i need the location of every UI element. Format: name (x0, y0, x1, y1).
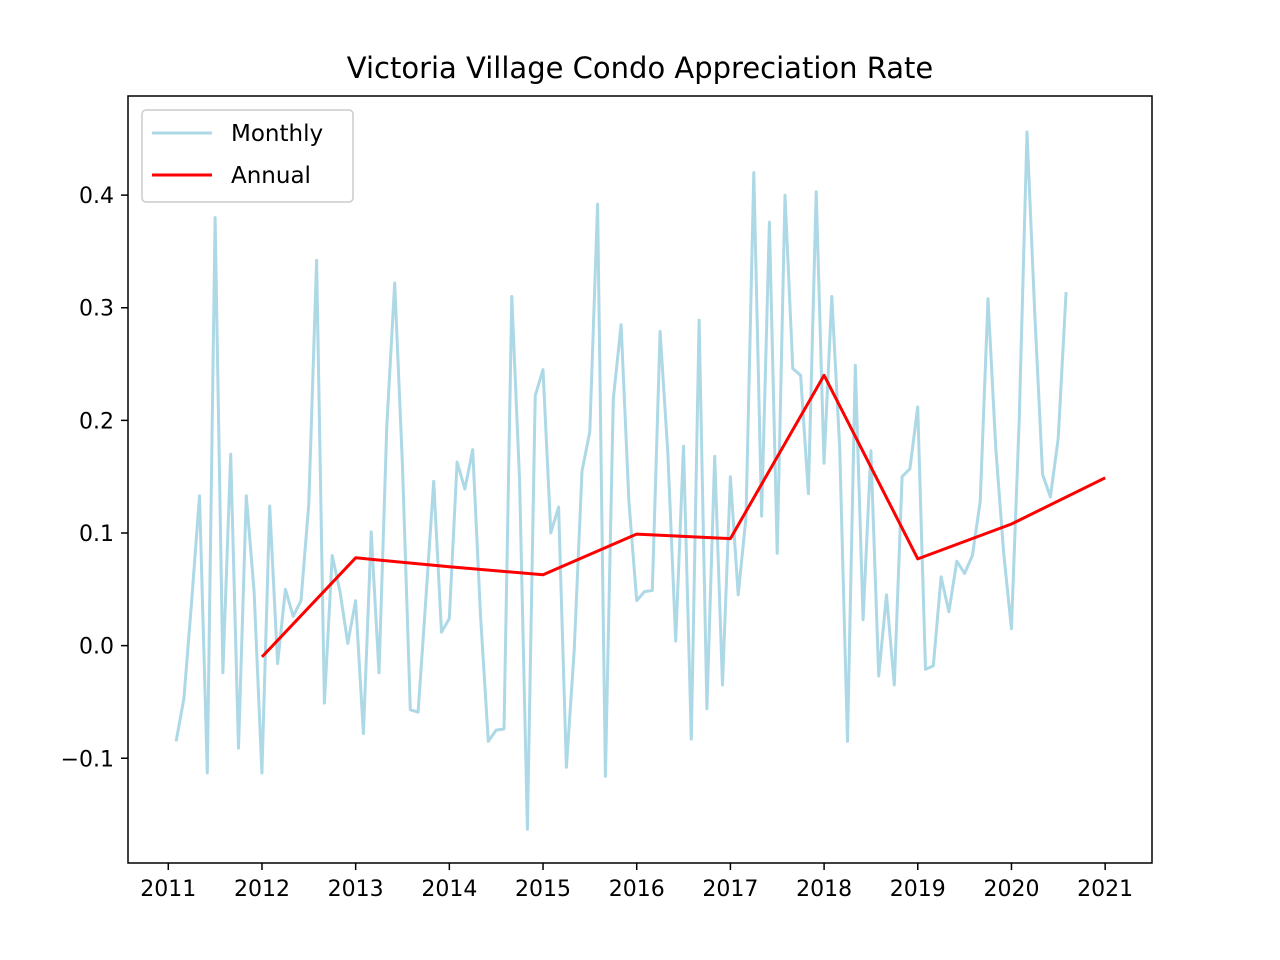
x-tick-label: 2013 (328, 877, 384, 902)
x-tick-label: 2020 (983, 877, 1039, 902)
x-tick-label: 2012 (234, 877, 290, 902)
legend: Monthly Annual (141, 109, 354, 203)
monthly-legend-label: Monthly (231, 121, 323, 147)
annual-legend-label: Annual (231, 163, 311, 189)
y-tick-label: 0.1 (79, 522, 114, 547)
x-tick-label: 2018 (796, 877, 852, 902)
x-axis: 2011 2012 2013 2014 2015 2016 2017 2018 2019 2020… (140, 863, 1133, 902)
x-tick-label: 2019 (890, 877, 946, 902)
y-tick-label: 0.4 (79, 184, 114, 209)
chart-title: Victoria Village Condo Appreciation Rate (347, 51, 933, 85)
x-tick-label: 2016 (609, 877, 665, 902)
plot-frame (127, 95, 1153, 864)
x-tick-label: 2015 (515, 877, 571, 902)
y-tick-label: 0.3 (79, 297, 114, 322)
y-tick-label: 0.2 (79, 409, 114, 434)
y-tick-label: −0.1 (61, 747, 114, 772)
x-tick-label: 2017 (702, 877, 758, 902)
monthly-series-line (174, 130, 1068, 831)
x-tick-label: 2021 (1077, 877, 1133, 902)
y-axis: −0.1 0.0 0.1 0.2 0.3 0.4 (61, 184, 128, 772)
x-tick-label: 2011 (140, 877, 196, 902)
y-tick-label: 0.0 (79, 635, 114, 660)
annual-series-line (260, 373, 1106, 658)
plot-area (174, 130, 1106, 831)
x-tick-label: 2014 (421, 877, 477, 902)
